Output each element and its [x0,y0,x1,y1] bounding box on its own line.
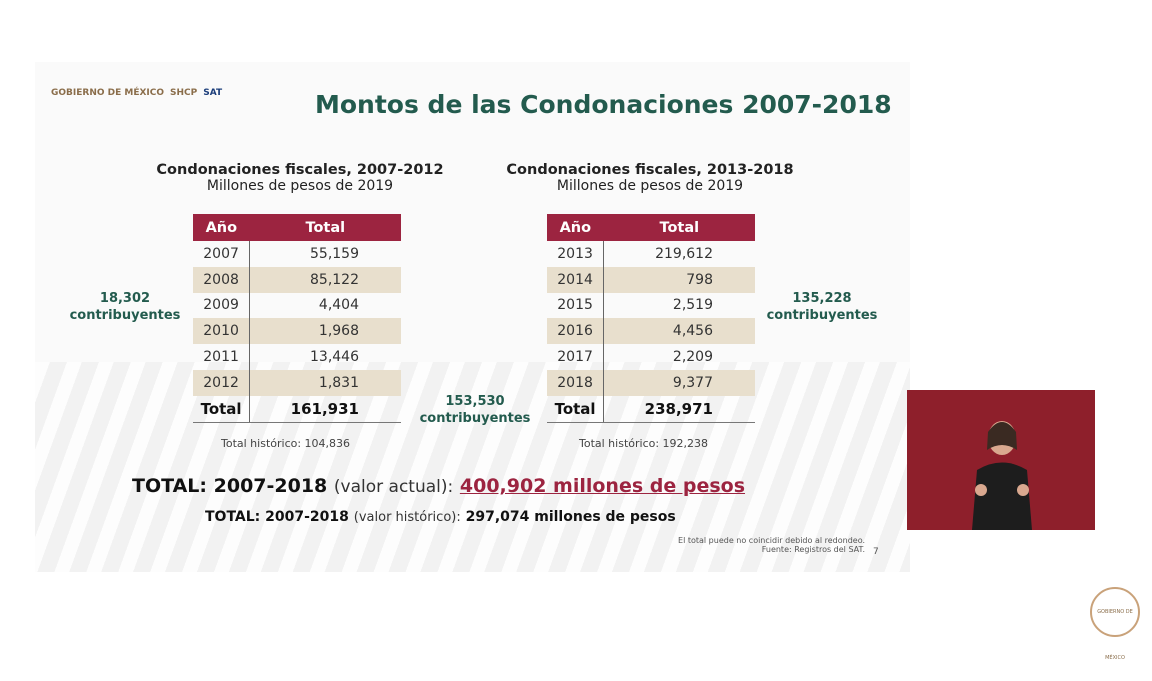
table-row: 2013 219,612 [547,241,755,267]
total-historic: TOTAL: 2007-2018 (valor histórico): 297,… [205,509,676,525]
slide: GOBIERNO DE MÉXICO SHCP SAT Montos de la… [35,62,910,572]
year-cell: 2018 [547,369,604,396]
footnotes: El total puede no coincidir debido al re… [678,536,865,554]
count-value: 18,302 [99,291,151,306]
total-cell: 4,456 [603,318,755,345]
total-actual: TOTAL: 2007-2018 (valor actual): 400,902… [132,475,745,497]
logo-gobierno: GOBIERNO DE MÉXICO [51,88,165,98]
right-table-heading: Condonaciones fiscales, 2013-2018 Millon… [490,162,810,194]
total-value: 297,074 millones de pesos [465,509,676,525]
left-table: Año Total 2007 55,159 2008 85,122 2009 4,404 201… [193,214,401,423]
table-row: 2007 55,159 [193,241,401,267]
total-note: (valor histórico): [353,510,461,525]
total-value-cell: 238,971 [603,395,755,423]
year-cell: 2013 [557,245,593,262]
table-header: Año Total [547,214,755,241]
year-cell: 2010 [193,318,250,345]
left-historic: Total histórico: 104,836 [221,437,351,450]
rounding-note: El total puede no coincidir debido al re… [678,536,865,545]
total-cell: 2,209 [603,344,755,370]
total-cell: 2,519 [603,292,755,319]
logo-shcp: SHCP [170,88,198,98]
right-table-subtitle: Millones de pesos de 2019 [556,178,744,194]
table-row: 2009 4,404 [193,292,401,319]
table-row: 2010 1,968 [193,318,401,345]
total-cell: 55,159 [249,241,401,267]
source-note: Fuente: Registros del SAT. [761,545,865,554]
right-table: Año Total 2013 219,612 2014 798 2015 2,519 2016 4… [547,214,755,423]
year-cell: 2014 [547,266,604,293]
table-row: 2017 2,209 [547,344,755,370]
total-cell: 13,446 [249,344,401,370]
sign-language-interpreter-video [907,390,1095,530]
total-cell: 9,377 [603,369,755,396]
left-count: 18,302 contribuyentes [60,290,190,324]
left-table-title: Condonaciones fiscales, 2007-2012 [156,162,444,178]
column-header: Total [603,214,755,241]
count-value: 153,530 [445,394,505,409]
total-cell: 85,122 [249,266,401,293]
interpreter-figure [972,421,1032,530]
logo-sat: SAT [203,88,223,98]
total-cell: 4,404 [249,292,401,319]
column-header: Total [249,214,401,241]
count-label: contribuyentes [69,308,181,323]
table-row: 2016 4,456 [547,318,755,345]
year-cell: 2009 [203,297,239,314]
count-label: contribuyentes [766,308,878,323]
table-total-row: Total 161,931 [193,395,401,423]
table-row: 2014 798 [547,266,755,293]
year-cell: 2007 [203,245,239,262]
right-table-title: Condonaciones fiscales, 2013-2018 [506,162,794,178]
table-row: 2012 1,831 [193,369,401,396]
total-note: (valor actual): [333,477,454,497]
total-label-cell: Total [547,395,604,423]
year-cell: 2011 [203,349,239,366]
total-cell: 219,612 [603,241,755,267]
total-value: 400,902 millones de pesos [459,475,746,497]
gobierno-badge-logo: GOBIERNO DE MÉXICO [1090,587,1140,661]
watermark-pattern [35,362,910,572]
total-label-cell: Total [193,395,250,423]
table-row: 2018 9,377 [547,369,755,396]
page-title: Montos de las Condonaciones 2007-2018 [315,90,892,119]
total-value-cell: 161,931 [249,395,401,423]
right-count: 135,228 contribuyentes [757,290,887,324]
year-cell: 2015 [557,297,593,314]
right-historic: Total histórico: 192,238 [579,437,709,450]
left-table-subtitle: Millones de pesos de 2019 [206,178,394,194]
total-cell: 1,831 [249,369,401,396]
table-total-row: Total 238,971 [547,395,755,423]
right-table-wrap: Año Total 2013 219,612 2014 798 2015 2,519 2016 4… [547,214,755,423]
middle-count: 153,530 contribuyentes [410,393,540,427]
left-table-wrap: Año Total 2007 55,159 2008 85,122 2009 4,404 201… [193,214,401,423]
year-cell: 2016 [547,318,604,345]
total-cell: 798 [603,266,755,293]
count-value: 135,228 [792,291,852,306]
table-row: 2008 85,122 [193,266,401,293]
column-header: Año [193,214,250,241]
page-number: 7 [873,547,879,557]
year-cell: 2008 [193,266,250,293]
total-label: TOTAL: 2007-2018 [205,509,349,525]
total-label: TOTAL: 2007-2018 [132,475,328,497]
column-header: Año [547,214,604,241]
year-cell: 2017 [557,349,593,366]
count-label: contribuyentes [419,411,531,426]
left-table-heading: Condonaciones fiscales, 2007-2012 Millon… [135,162,465,194]
table-header: Año Total [193,214,401,241]
total-cell: 1,968 [249,318,401,345]
table-row: 2015 2,519 [547,292,755,319]
logos: GOBIERNO DE MÉXICO SHCP SAT [51,88,222,98]
table-row: 2011 13,446 [193,344,401,370]
year-cell: 2012 [193,369,250,396]
